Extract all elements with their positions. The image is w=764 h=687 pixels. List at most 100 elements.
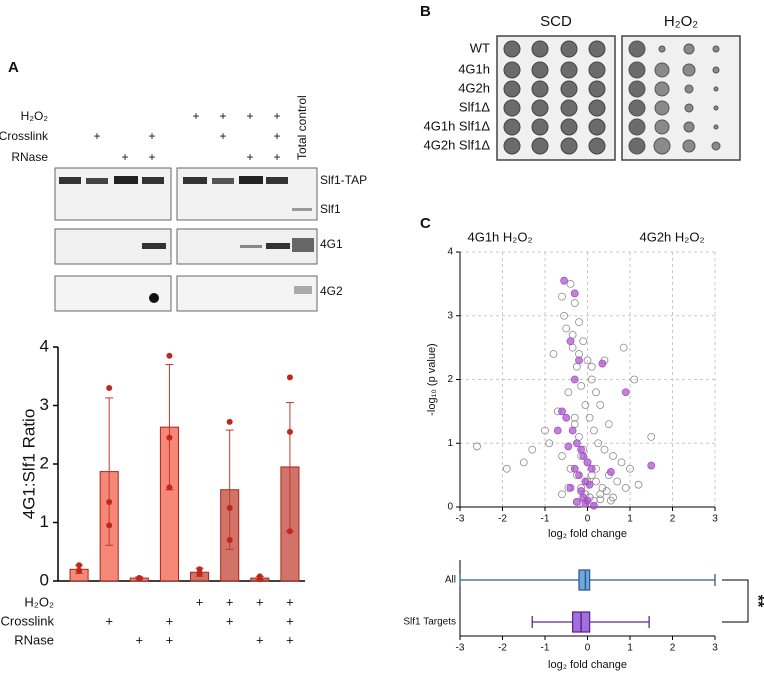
- data-point: [136, 575, 143, 582]
- treatment-label: H₂O₂: [21, 109, 49, 123]
- data-point: [596, 401, 605, 409]
- spot: [654, 100, 670, 116]
- x-tick-label: 3: [712, 514, 718, 525]
- x-tick-label: -2: [498, 643, 507, 654]
- spot: [712, 45, 720, 53]
- data-point: [166, 434, 173, 441]
- treatment-mark: +: [246, 109, 253, 123]
- treatment-mark: +: [196, 594, 204, 609]
- treatment-mark: +: [273, 129, 280, 143]
- spot: [503, 137, 521, 155]
- data-point: [106, 384, 113, 391]
- blot: [54, 275, 172, 312]
- data-point: [587, 471, 596, 480]
- strain-label: 4G2h: [458, 80, 490, 95]
- error-bar: [105, 397, 114, 546]
- x-tick-label: -2: [498, 514, 507, 525]
- data-point: [76, 568, 83, 575]
- data-point: [549, 350, 558, 358]
- data-point: [577, 445, 586, 454]
- x-tick-label: 0: [585, 514, 591, 525]
- x-tick-label: 2: [670, 514, 676, 525]
- data-point: [570, 375, 579, 384]
- spot: [588, 80, 606, 98]
- data-point: [577, 487, 586, 495]
- data-point: [630, 375, 639, 384]
- band: [142, 177, 164, 184]
- data-point: [572, 362, 581, 371]
- data-point: [558, 292, 566, 301]
- data-point: [256, 576, 263, 583]
- treatment-mark: +: [286, 613, 294, 628]
- data-point: [579, 337, 588, 346]
- band-label: 4G1: [320, 237, 343, 251]
- spot: [560, 61, 578, 79]
- significance-bracket: [722, 579, 749, 623]
- data-point: [568, 343, 577, 352]
- data-point: [568, 426, 577, 435]
- x-tick-label: -1: [541, 643, 550, 654]
- band: [59, 177, 81, 184]
- box: [578, 569, 591, 591]
- treatment-mark: +: [256, 594, 264, 609]
- data-point: [568, 330, 577, 339]
- data-point: [589, 501, 598, 510]
- data-point: [585, 413, 594, 422]
- band: [292, 208, 312, 211]
- spot: [531, 61, 549, 79]
- data-point: [566, 483, 575, 492]
- spot: [628, 99, 646, 117]
- data-point: [553, 426, 562, 435]
- treatment-label: RNase: [11, 150, 48, 164]
- data-point: [619, 343, 628, 352]
- treatment-mark: +: [286, 594, 294, 609]
- x-axis-label: log₂ fold change: [548, 528, 627, 540]
- spot: [503, 80, 521, 98]
- panel-label: C: [420, 215, 431, 232]
- data-point: [592, 477, 600, 486]
- data-point: [583, 356, 592, 365]
- data-point: [617, 458, 626, 467]
- data-point: [541, 426, 549, 435]
- data-point: [596, 490, 605, 499]
- data-point: [502, 464, 511, 473]
- blot: [54, 167, 172, 221]
- spot: [531, 118, 549, 136]
- data-point: [621, 483, 630, 492]
- y-tick-label: 1: [447, 438, 453, 449]
- band: [239, 176, 263, 184]
- spot: [654, 62, 670, 78]
- y-tick-label: 0: [447, 502, 453, 513]
- data-point: [575, 356, 583, 365]
- spot: [682, 139, 696, 153]
- spot: [628, 118, 646, 136]
- band: [142, 243, 166, 249]
- spot: [588, 99, 606, 117]
- data-point: [226, 537, 233, 544]
- spot: [713, 124, 719, 130]
- data-point: [566, 279, 575, 288]
- spot: [711, 141, 721, 151]
- spot: [503, 99, 521, 117]
- spot: [503, 118, 521, 136]
- data-point: [560, 276, 569, 285]
- treatment-mark: +: [273, 150, 280, 164]
- spot: [683, 43, 695, 55]
- band: [212, 178, 234, 184]
- data-point: [166, 484, 173, 491]
- y-tick-label: 2: [40, 453, 49, 472]
- annotation: 4G1h H₂O₂: [467, 229, 532, 244]
- data-point: [286, 428, 293, 435]
- treatment-mark: +: [105, 613, 113, 628]
- strain-label: 4G1h Slf1Δ: [424, 118, 491, 133]
- data-point: [575, 471, 583, 480]
- spot: [531, 99, 549, 117]
- data-point: [564, 388, 573, 397]
- panel-label: B: [420, 3, 431, 20]
- data-point: [592, 388, 600, 397]
- data-point: [589, 426, 598, 435]
- data-point: [626, 464, 634, 473]
- y-tick-label: 3: [447, 310, 453, 321]
- spot: [628, 40, 646, 58]
- y-tick-label: 0: [40, 570, 49, 589]
